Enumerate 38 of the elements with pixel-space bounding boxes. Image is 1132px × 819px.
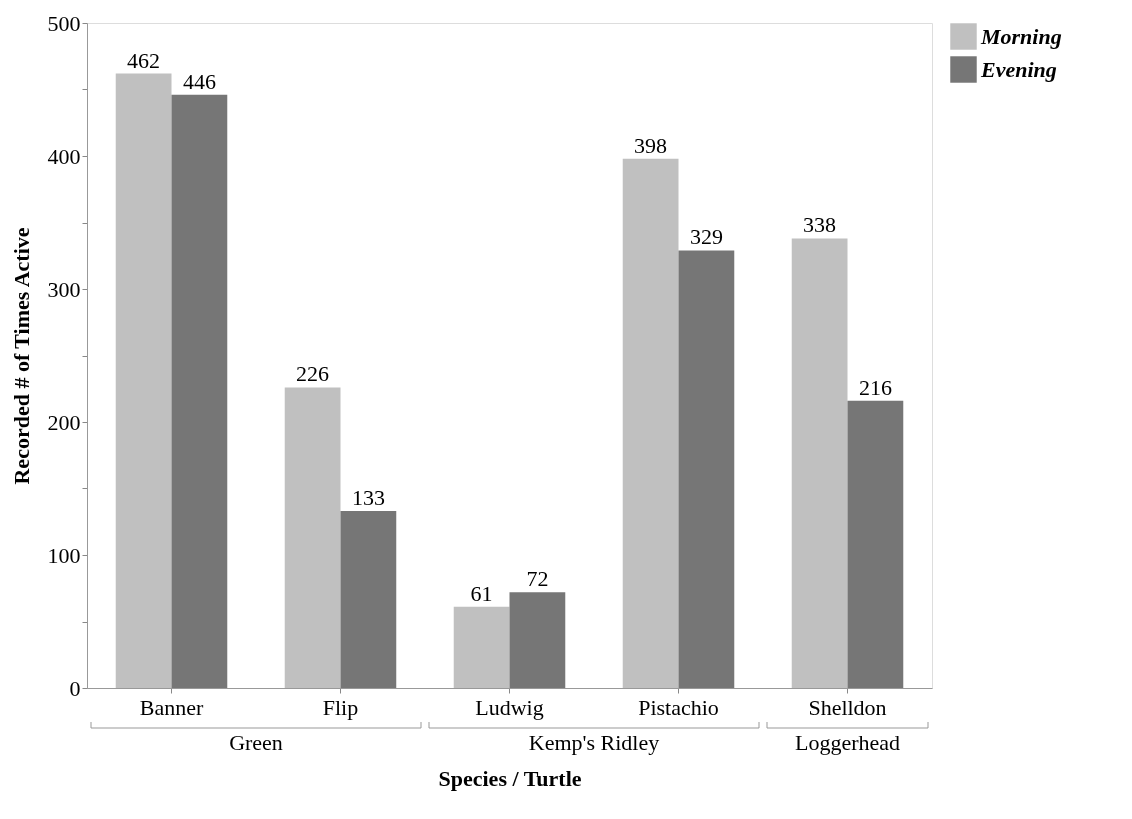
bar [453, 606, 510, 688]
data-label: 216 [858, 374, 892, 400]
data-label: 462 [127, 47, 161, 73]
data-label: 329 [689, 224, 723, 250]
bar [171, 94, 228, 688]
y-tick-label: 200 [47, 409, 81, 435]
data-label: 446 [182, 68, 216, 94]
data-label: 226 [296, 361, 330, 387]
text: Green [229, 730, 283, 755]
x-tick-label: Ludwig [475, 694, 544, 720]
data-label: 133 [351, 485, 385, 511]
bar [791, 238, 848, 688]
x-tick-label: Banner [139, 694, 204, 720]
bar [115, 73, 172, 688]
text: Loggerhead [794, 730, 901, 755]
bar [340, 511, 397, 688]
data-label: 61 [470, 580, 493, 606]
data-label: 72 [526, 566, 549, 592]
y-tick-label: 400 [47, 143, 81, 169]
x-tick-label: Pistachio [638, 694, 719, 720]
text: Kemp's Ridley [528, 730, 660, 755]
y-tick-label: 0 [69, 675, 81, 701]
data-label: 398 [634, 132, 668, 158]
x-tick-label: Flip [322, 694, 359, 720]
data-label: 338 [803, 212, 837, 238]
y-tick-label: 300 [47, 276, 81, 302]
bar [622, 158, 679, 688]
bar [509, 592, 566, 688]
y-tick-label: 100 [47, 542, 81, 568]
legend-label: Evening [980, 56, 1057, 82]
y-tick-label: 500 [47, 10, 81, 36]
bar [678, 250, 735, 688]
x-axis-title: Species / Turtle [438, 765, 582, 791]
bar [284, 387, 341, 688]
legend-label: Morning [980, 23, 1062, 49]
bar [847, 400, 904, 688]
y-axis-title: Recorded # of Times Active [8, 227, 34, 485]
x-tick-label: Shelldon [808, 694, 887, 720]
